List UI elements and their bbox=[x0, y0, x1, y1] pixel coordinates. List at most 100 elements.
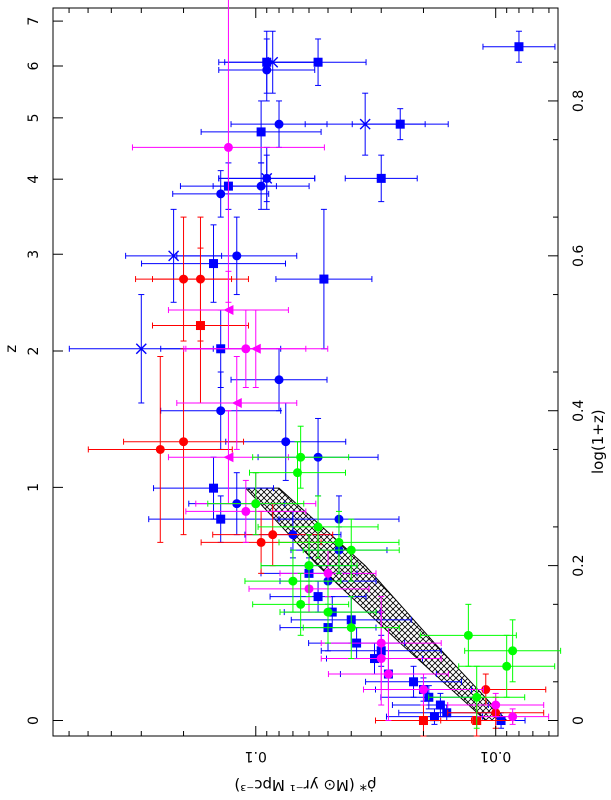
marker-circle bbox=[268, 530, 278, 540]
marker-square bbox=[313, 592, 323, 602]
marker-circle bbox=[274, 375, 284, 385]
data-point bbox=[327, 627, 449, 722]
marker-cross bbox=[261, 172, 273, 184]
logz-axis-label: log(1+z) bbox=[589, 409, 607, 474]
marker-square bbox=[429, 712, 439, 722]
marker-triangle bbox=[223, 305, 234, 316]
fit-band bbox=[244, 487, 508, 722]
logz-tick-label: 0.4 bbox=[571, 399, 587, 421]
data-point bbox=[275, 208, 373, 350]
marker-circle bbox=[376, 654, 386, 664]
marker-cross bbox=[267, 56, 279, 68]
marker-circle bbox=[296, 599, 306, 609]
z-axis-label: z bbox=[2, 345, 20, 353]
data-points bbox=[68, 0, 562, 737]
data-point bbox=[362, 673, 484, 706]
data-point bbox=[385, 708, 483, 725]
data-point bbox=[302, 596, 400, 660]
marker-square bbox=[514, 42, 524, 52]
data-point bbox=[87, 356, 233, 543]
marker-circle bbox=[323, 607, 333, 617]
marker-square bbox=[209, 259, 219, 269]
marker-circle bbox=[346, 623, 356, 633]
marker-circle bbox=[281, 437, 291, 447]
marker-triangle bbox=[223, 452, 234, 463]
data-point bbox=[167, 270, 289, 350]
z-tick-label: 6 bbox=[26, 61, 42, 70]
marker-circle bbox=[292, 468, 302, 478]
marker-square bbox=[319, 274, 329, 284]
marker-circle bbox=[262, 65, 272, 75]
marker-square bbox=[442, 708, 452, 718]
data-point bbox=[304, 92, 426, 156]
data-point bbox=[278, 510, 400, 574]
logz-tick-label: 0.2 bbox=[571, 554, 587, 576]
data-point bbox=[218, 146, 316, 210]
data-point bbox=[344, 154, 418, 203]
marker-circle bbox=[296, 452, 306, 462]
marker-circle bbox=[216, 406, 226, 416]
data-point bbox=[428, 665, 526, 729]
data-point bbox=[185, 479, 307, 543]
marker-circle bbox=[256, 181, 266, 191]
z-tick-label: 4 bbox=[26, 175, 42, 184]
data-point bbox=[176, 356, 298, 450]
z-tick-label: 0 bbox=[26, 716, 42, 725]
marker-circle bbox=[491, 700, 501, 710]
data-point bbox=[141, 224, 286, 303]
data-point bbox=[123, 348, 245, 536]
marker-circle bbox=[256, 537, 266, 547]
data-point bbox=[183, 309, 329, 388]
data-point bbox=[257, 495, 379, 559]
data-point bbox=[419, 603, 517, 667]
marker-square bbox=[216, 514, 226, 524]
marker-circle bbox=[418, 685, 428, 695]
marker-cross bbox=[135, 343, 147, 355]
rho-tick-label: 0.1 bbox=[245, 748, 267, 764]
marker-triangle bbox=[250, 343, 261, 354]
fit-band-region bbox=[244, 487, 508, 722]
marker-triangle bbox=[231, 397, 242, 408]
data-point bbox=[125, 208, 223, 303]
marker-circle bbox=[155, 444, 165, 454]
marker-square bbox=[409, 677, 419, 687]
data-point bbox=[260, 534, 358, 598]
data-point bbox=[224, 30, 322, 94]
z-tick-label: 5 bbox=[26, 113, 42, 122]
data-point bbox=[230, 348, 328, 412]
marker-circle bbox=[346, 545, 356, 555]
marker-cross bbox=[359, 118, 371, 130]
data-point bbox=[218, 38, 316, 102]
logz-tick-label: 0.8 bbox=[571, 90, 587, 112]
marker-circle bbox=[241, 506, 251, 516]
marker-circle bbox=[251, 499, 261, 509]
data-point bbox=[172, 170, 270, 218]
data-point bbox=[464, 619, 562, 683]
marker-square bbox=[209, 483, 219, 493]
marker-square bbox=[256, 127, 266, 137]
marker-square bbox=[376, 173, 386, 183]
marker-circle bbox=[179, 437, 189, 447]
data-point bbox=[302, 518, 400, 582]
marker-circle bbox=[334, 537, 344, 547]
z-tick-label: 1 bbox=[26, 483, 42, 492]
marker-square bbox=[195, 321, 205, 331]
plot-frame bbox=[52, 7, 559, 737]
marker-circle bbox=[508, 646, 518, 656]
z-tick-label: 7 bbox=[26, 17, 42, 26]
marker-circle bbox=[472, 692, 482, 702]
data-point bbox=[279, 580, 377, 644]
marker-circle bbox=[313, 522, 323, 532]
marker-circle bbox=[323, 568, 333, 578]
logz-tick-label: 0.6 bbox=[571, 245, 587, 267]
marker-circle bbox=[274, 119, 284, 129]
marker-circle bbox=[216, 189, 226, 199]
marker-square bbox=[435, 700, 445, 710]
marker-circle bbox=[304, 561, 314, 571]
z-tick-label: 3 bbox=[26, 250, 42, 259]
data-point bbox=[252, 572, 350, 636]
data-point bbox=[212, 162, 310, 210]
marker-circle bbox=[223, 142, 233, 152]
marker-cross bbox=[168, 250, 180, 262]
